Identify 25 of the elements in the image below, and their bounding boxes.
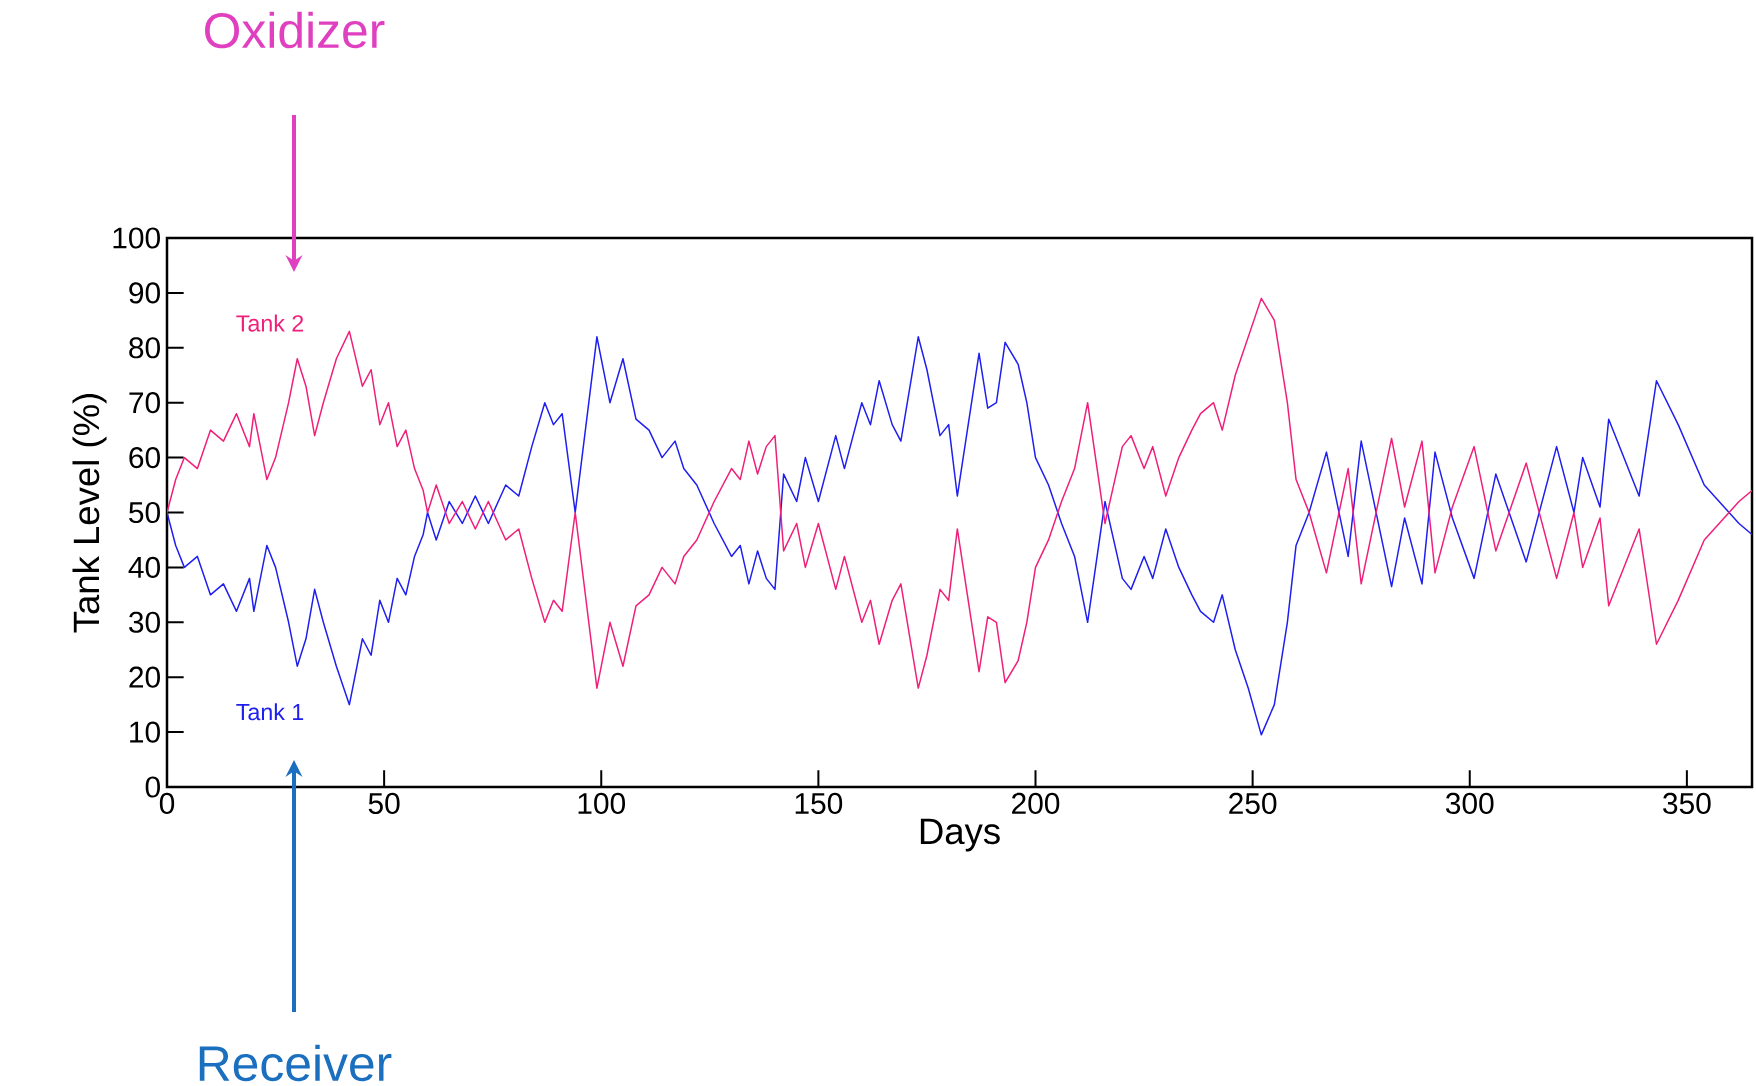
x-tick-label: 0: [159, 792, 175, 815]
x-tick-label: 150: [795, 792, 843, 815]
x-axis-title: Days: [920, 818, 1000, 852]
series-label: Tank 1: [236, 703, 304, 721]
y-tick-label: 100: [113, 227, 160, 249]
x-tick-label: 50: [368, 792, 400, 815]
series-label: Tank 2: [236, 314, 304, 332]
y-tick-label: 60: [129, 447, 160, 469]
text: Receiver: [199, 1044, 392, 1082]
x-tick-label: 300: [1445, 792, 1494, 815]
y-tick-label: 90: [129, 282, 160, 304]
y-tick-label: 0: [145, 776, 160, 798]
text: Oxidizer: [205, 11, 385, 49]
y-tick-label: 40: [128, 556, 160, 578]
y-tick-label: 70: [129, 392, 160, 414]
y-tick-label: 80: [129, 337, 160, 359]
y-tick-label: 10: [130, 721, 160, 743]
y-tick-label: 20: [129, 666, 160, 688]
x-tick-label: 100: [578, 792, 626, 815]
y-tick-label: 30: [129, 611, 160, 633]
x-tick-label: 200: [1012, 792, 1060, 815]
x-tick-label: 350: [1663, 792, 1711, 815]
y-tick-label: 50: [129, 501, 160, 524]
y-axis-title: Tank Level (%): [72, 394, 107, 633]
x-tick-label: 250: [1229, 792, 1277, 815]
